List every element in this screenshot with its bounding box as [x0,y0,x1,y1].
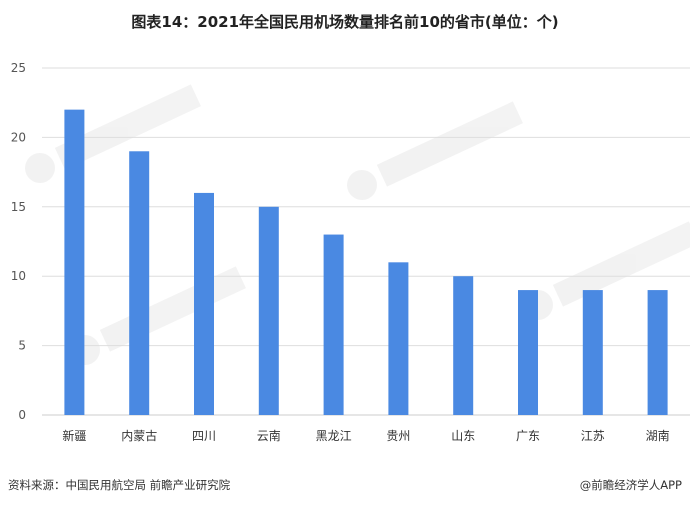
watermark-logo [347,101,523,200]
y-tick-label: 25 [11,61,26,75]
bar [129,151,150,415]
source-note: 资料来源：中国民用航空局 前瞻产业研究院 [8,478,231,492]
gridlines [42,67,690,416]
y-tick-label: 15 [11,200,26,214]
y-axis: 0 5 10 15 20 25 [11,61,26,422]
y-tick-label: 0 [18,408,26,422]
bar [518,290,538,415]
bar [323,234,344,415]
x-tick-label: 四川 [192,429,216,443]
footer-divider [0,466,690,467]
bar [258,206,279,415]
bar [582,290,603,415]
watermark-logo [25,84,201,183]
bar [453,276,474,415]
y-tick-label: 5 [18,339,26,353]
bar [388,262,409,415]
x-tick-label: 湖南 [646,428,670,443]
y-tick-label: 10 [11,269,26,283]
watermark-layer [25,84,690,365]
x-tick-label: 江苏 [581,429,605,443]
x-tick-label: 广东 [516,429,540,443]
chart-title: 图表14：2021年全国民用机场数量排名前10的省市(单位：个) [131,13,559,31]
x-tick-label: 贵州 [386,429,410,443]
x-tick-label: 黑龙江 [316,429,352,443]
y-tick-label: 20 [11,130,26,144]
x-tick-label: 新疆 [62,428,86,443]
x-tick-label: 山东 [451,429,475,443]
watermark-logo [70,266,246,365]
bar [647,290,668,415]
bars [64,109,668,415]
credit-note: @前瞻经济学人APP [579,478,682,492]
bar [64,109,85,415]
bar [194,192,214,415]
x-tick-label: 内蒙古 [121,428,157,443]
x-axis: 新疆 内蒙古 四川 云南 黑龙江 贵州 山东 广东 江苏 湖南 [62,428,669,443]
x-tick-label: 云南 [257,428,281,443]
